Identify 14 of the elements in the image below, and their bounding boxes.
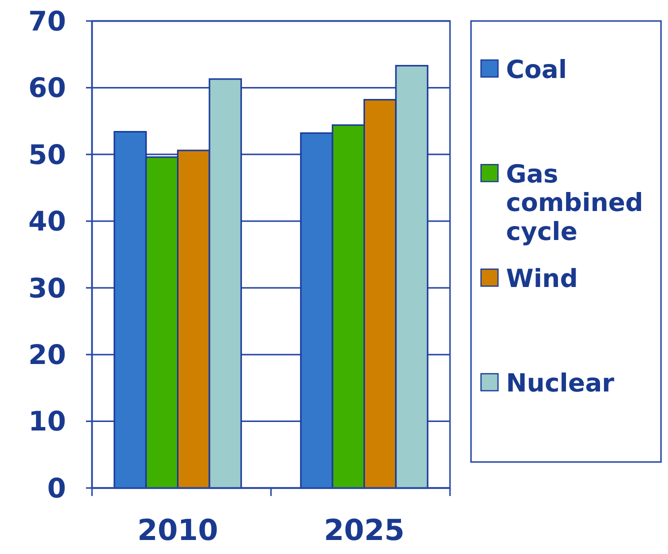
y-tick-label: 50: [28, 140, 66, 171]
legend-label: Gas combined cycle: [506, 159, 644, 246]
y-tick-label: 0: [47, 473, 66, 504]
y-tick-label: 10: [28, 406, 66, 438]
y-tick-label: 40: [28, 206, 66, 238]
y-tick-label: 60: [28, 73, 66, 104]
y-tick-label: 30: [28, 273, 66, 304]
legend-label: Coal: [506, 54, 567, 84]
x-tick-label: 2010: [137, 513, 218, 547]
legend-label: Wind: [506, 264, 578, 293]
y-tick-label: 70: [28, 6, 66, 38]
legend-label: Nuclear: [506, 368, 615, 398]
x-tick-label: 2025: [324, 513, 405, 547]
y-tick-label: 20: [28, 340, 66, 372]
